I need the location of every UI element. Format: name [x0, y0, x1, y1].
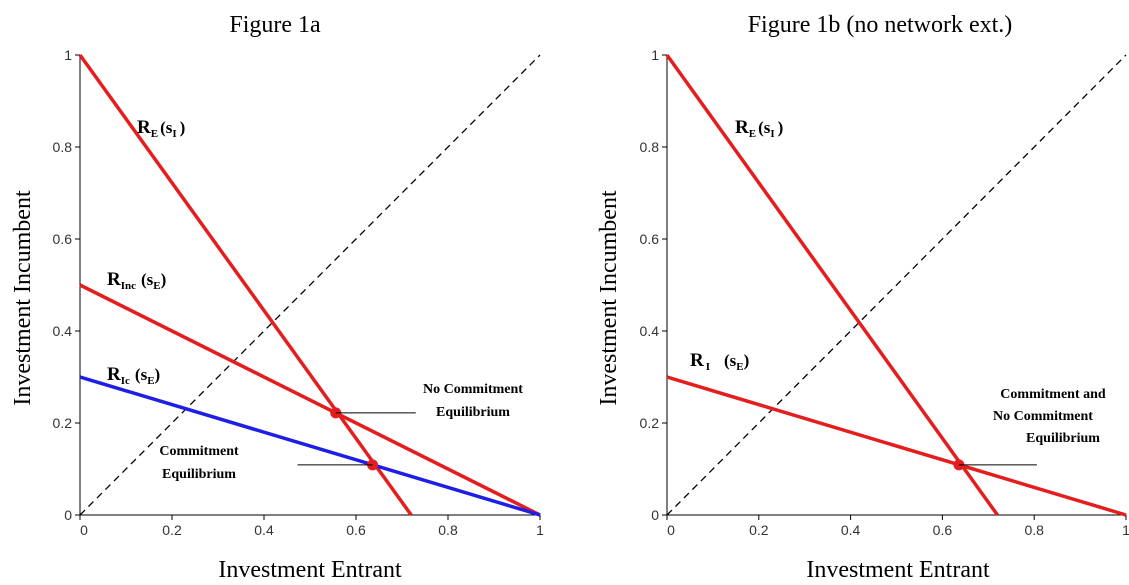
diagonal-45-line: [666, 54, 1127, 516]
curve-label-ri-se: R I (sE): [690, 350, 749, 373]
annotation-line: Equilibrium: [1026, 431, 1100, 446]
y-tick-label: 0: [651, 507, 659, 523]
x-tick-label: 0.4: [841, 522, 861, 538]
x-tick-label: 0.4: [254, 522, 274, 538]
annotation-line: No Commitment: [423, 382, 523, 397]
annotation-no-commitment: No Commitment Equilibrium: [423, 382, 523, 420]
axis-ticks: 0 0.2 0.4 0.6 0.8 1 0 0.2 0.4 0.6 0.8 1: [640, 47, 1129, 538]
curve-re-si: [78, 53, 413, 517]
chart-title: Figure 1a: [229, 12, 321, 38]
chart-title: Figure 1b (no network ext.): [748, 12, 1013, 38]
x-axis-title: Investment Entrant: [218, 557, 402, 583]
curve-label-re-si: RE (sI): [735, 117, 783, 140]
y-tick-label: 0.2: [53, 415, 73, 431]
chart-panel-1b: Figure 1b (no network ext.) Investment E…: [596, 12, 1129, 583]
curve-label-ric-se: RIc (sE): [107, 364, 160, 387]
curve-label-re-si: RE (sI): [137, 117, 185, 140]
x-tick-label: 0.6: [346, 522, 366, 538]
x-tick-label: 0.2: [749, 522, 769, 538]
curve-re-si: [665, 53, 999, 517]
curve-ri-se: [666, 375, 1127, 517]
annotation-commitment-and-no-commitment: Commitment and No Commitment Equilibrium: [993, 387, 1106, 446]
annotation-commitment: Commitment Equilibrium: [159, 444, 239, 482]
y-tick-label: 0.6: [640, 231, 660, 247]
y-tick-label: 1: [651, 47, 659, 63]
annotation-line: Commitment: [159, 444, 239, 459]
y-tick-label: 0.4: [640, 323, 660, 339]
y-axis-title: Investment Incumbent: [596, 190, 622, 406]
y-tick-label: 0.8: [53, 139, 73, 155]
curve-rinc-se: [79, 283, 541, 517]
curve-label-rinc-se: RInc (sE): [107, 269, 166, 292]
x-tick-label: 1: [1122, 522, 1129, 538]
y-tick-label: 1: [64, 47, 72, 63]
x-tick-label: 1: [536, 522, 544, 538]
y-tick-label: 0.4: [53, 323, 73, 339]
curve-ric-se: [79, 375, 541, 517]
annotation-line: Equilibrium: [436, 405, 510, 420]
axis-ticks: 0 0.2 0.4 0.6 0.8 1 0 0.2 0.4 0.6 0.8 1: [53, 47, 545, 538]
x-tick-label: 0.8: [1024, 522, 1044, 538]
y-tick-label: 0: [64, 507, 72, 523]
y-tick-label: 0.8: [640, 139, 660, 155]
x-tick-label: 0: [667, 522, 675, 538]
y-axis-title: Investment Incumbent: [10, 190, 36, 406]
annotation-line: Commitment and: [1000, 387, 1106, 402]
x-tick-label: 0.8: [438, 522, 458, 538]
diagonal-45-line: [79, 54, 541, 516]
x-tick-label: 0.2: [162, 522, 182, 538]
x-tick-label: 0: [80, 522, 88, 538]
annotation-line: Equilibrium: [162, 467, 236, 482]
chart-panel-1a: Figure 1a Investment Entrant Investment …: [10, 12, 544, 583]
x-tick-label: 0.6: [933, 522, 953, 538]
annotation-line: No Commitment: [993, 409, 1093, 424]
y-tick-label: 0.2: [640, 415, 660, 431]
x-axis-title: Investment Entrant: [806, 557, 990, 583]
y-tick-label: 0.6: [53, 231, 73, 247]
